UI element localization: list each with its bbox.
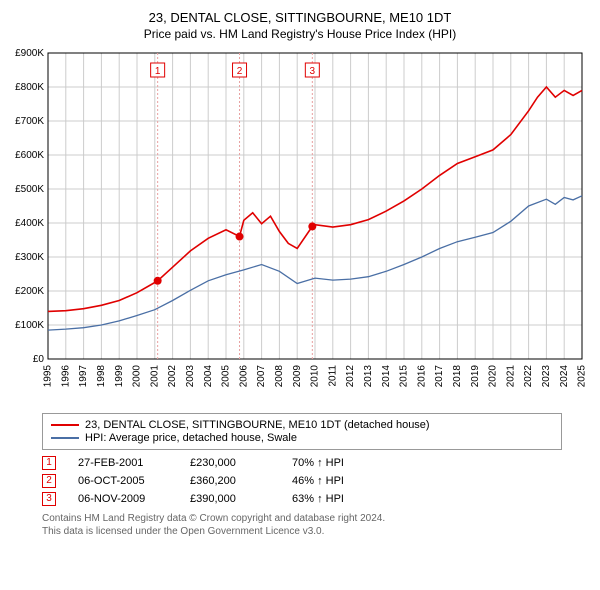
svg-text:£0: £0 bbox=[33, 354, 45, 365]
transactions-table: 1 27-FEB-2001 £230,000 70% ↑ HPI 2 06-OCT-200… bbox=[42, 456, 592, 506]
svg-text:2016: 2016 bbox=[416, 365, 427, 388]
svg-text:£100K: £100K bbox=[15, 320, 44, 331]
transaction-pct: 70% ↑ HPI bbox=[292, 457, 344, 469]
svg-text:£800K: £800K bbox=[15, 82, 44, 93]
transaction-row: 1 27-FEB-2001 £230,000 70% ↑ HPI bbox=[42, 456, 592, 470]
svg-text:2020: 2020 bbox=[488, 365, 499, 388]
svg-text:2014: 2014 bbox=[381, 365, 392, 388]
footnote: Contains HM Land Registry data © Crown c… bbox=[42, 512, 592, 538]
svg-text:2017: 2017 bbox=[434, 365, 445, 388]
footnote-line1: Contains HM Land Registry data © Crown c… bbox=[42, 512, 592, 525]
svg-text:£600K: £600K bbox=[15, 150, 44, 161]
svg-text:2002: 2002 bbox=[167, 365, 178, 388]
transaction-price: £230,000 bbox=[190, 457, 270, 469]
legend-item-hpi: HPI: Average price, detached house, Swal… bbox=[51, 432, 553, 444]
svg-text:2011: 2011 bbox=[327, 365, 338, 387]
svg-text:1997: 1997 bbox=[78, 365, 89, 388]
transaction-date: 06-NOV-2009 bbox=[78, 493, 168, 505]
chart-area: £0 £100K £200K £300K £400K £500K £600K £700K £80… bbox=[8, 47, 592, 407]
svg-text:2003: 2003 bbox=[185, 365, 196, 388]
svg-text:2018: 2018 bbox=[452, 365, 463, 388]
svg-text:1998: 1998 bbox=[96, 365, 107, 388]
legend-item-property: 23, DENTAL CLOSE, SITTINGBOURNE, ME10 1D… bbox=[51, 419, 553, 431]
svg-text:£200K: £200K bbox=[15, 286, 44, 297]
chart-title: 23, DENTAL CLOSE, SITTINGBOURNE, ME10 1D… bbox=[8, 10, 592, 25]
legend-label-hpi: HPI: Average price, detached house, Swal… bbox=[85, 432, 297, 444]
footnote-line2: This data is licensed under the Open Gov… bbox=[42, 525, 592, 538]
svg-text:2021: 2021 bbox=[505, 365, 516, 388]
svg-text:2004: 2004 bbox=[203, 365, 214, 388]
svg-text:2025: 2025 bbox=[577, 365, 588, 388]
transaction-pct: 63% ↑ HPI bbox=[292, 493, 344, 505]
svg-text:2023: 2023 bbox=[541, 365, 552, 388]
svg-text:2024: 2024 bbox=[559, 365, 570, 388]
transaction-date: 06-OCT-2005 bbox=[78, 475, 168, 487]
svg-text:£400K: £400K bbox=[15, 218, 44, 229]
svg-text:2009: 2009 bbox=[292, 365, 303, 388]
svg-text:2012: 2012 bbox=[345, 365, 356, 388]
svg-text:2008: 2008 bbox=[274, 365, 285, 388]
transaction-marker: 1 bbox=[42, 456, 56, 470]
svg-text:2007: 2007 bbox=[256, 365, 267, 388]
svg-text:2010: 2010 bbox=[310, 365, 321, 388]
legend: 23, DENTAL CLOSE, SITTINGBOURNE, ME10 1D… bbox=[42, 413, 562, 450]
svg-text:3: 3 bbox=[310, 66, 316, 77]
transaction-pct: 46% ↑ HPI bbox=[292, 475, 344, 487]
svg-text:£700K: £700K bbox=[15, 116, 44, 127]
svg-text:£300K: £300K bbox=[15, 252, 44, 263]
svg-text:1999: 1999 bbox=[114, 365, 125, 388]
svg-text:2: 2 bbox=[237, 66, 243, 77]
transaction-row: 3 06-NOV-2009 £390,000 63% ↑ HPI bbox=[42, 492, 592, 506]
svg-text:2001: 2001 bbox=[149, 365, 160, 388]
svg-text:1995: 1995 bbox=[43, 365, 54, 388]
svg-text:1996: 1996 bbox=[60, 365, 71, 388]
line-chart: £0 £100K £200K £300K £400K £500K £600K £700K £80… bbox=[8, 47, 592, 407]
svg-text:2019: 2019 bbox=[470, 365, 481, 388]
transaction-price: £360,200 bbox=[190, 475, 270, 487]
svg-text:2006: 2006 bbox=[238, 365, 249, 388]
svg-text:2022: 2022 bbox=[523, 365, 534, 388]
svg-text:2013: 2013 bbox=[363, 365, 374, 388]
transaction-row: 2 06-OCT-2005 £360,200 46% ↑ HPI bbox=[42, 474, 592, 488]
svg-text:2005: 2005 bbox=[221, 365, 232, 388]
svg-text:£900K: £900K bbox=[15, 48, 44, 59]
svg-text:2000: 2000 bbox=[132, 365, 143, 388]
svg-text:2015: 2015 bbox=[399, 365, 410, 388]
svg-text:£500K: £500K bbox=[15, 184, 44, 195]
svg-text:1: 1 bbox=[155, 66, 161, 77]
transaction-price: £390,000 bbox=[190, 493, 270, 505]
legend-swatch-hpi bbox=[51, 437, 79, 439]
transaction-date: 27-FEB-2001 bbox=[78, 457, 168, 469]
transaction-marker: 2 bbox=[42, 474, 56, 488]
chart-subtitle: Price paid vs. HM Land Registry's House … bbox=[8, 27, 592, 41]
transaction-marker: 3 bbox=[42, 492, 56, 506]
legend-label-property: 23, DENTAL CLOSE, SITTINGBOURNE, ME10 1D… bbox=[85, 419, 430, 431]
legend-swatch-property bbox=[51, 424, 79, 426]
